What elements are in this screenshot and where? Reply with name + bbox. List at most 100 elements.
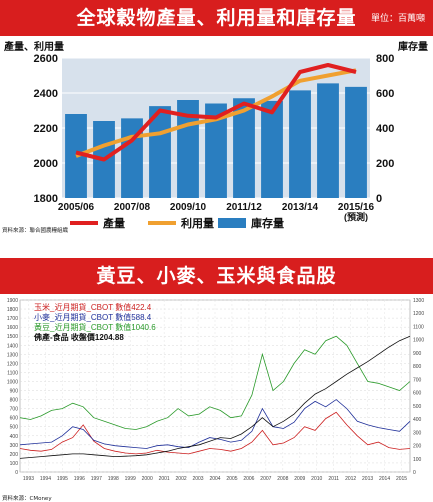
bottom-source: 資料來源：CMoney — [2, 496, 52, 502]
stock-bar — [289, 90, 311, 198]
stock-bar — [149, 106, 171, 198]
x-tick-label: 1996 — [74, 476, 85, 482]
legend-label: 利用量 — [181, 216, 214, 230]
legend-label: 產量 — [102, 216, 125, 230]
x-tick-label: 2012 — [345, 476, 356, 482]
right-tick-label: 200 — [413, 444, 422, 450]
x-tick-label: 1993 — [23, 476, 34, 482]
series-line — [19, 411, 411, 455]
right-tick-label: 1000 — [413, 338, 424, 344]
x-tick-label: 1994 — [40, 476, 51, 482]
left-tick-label: 700 — [10, 407, 19, 413]
right-tick-label: 100 — [413, 457, 422, 463]
x-tick-label: 2009/10 — [170, 202, 207, 213]
legend-label: 玉米_近月期貨_CBOT 數值422.4 — [34, 302, 152, 312]
left-tick-label: 1300 — [7, 352, 18, 358]
series-line — [19, 335, 411, 459]
right-tick-label: 200 — [376, 158, 394, 170]
right-tick-label: 0 — [413, 470, 416, 476]
left-tick-label: 200 — [10, 452, 19, 458]
x-tick-label: 2006 — [243, 476, 254, 482]
right-tick-label: 400 — [413, 417, 422, 423]
right-tick-label: 800 — [413, 364, 422, 370]
series-line — [19, 399, 411, 449]
x-tick-label: 2011/12 — [226, 202, 262, 213]
x-tick-label: 2001 — [159, 476, 170, 482]
unit-label: 單位：百萬噸 — [370, 14, 425, 24]
x-tick-label: 2005/06 — [58, 202, 95, 213]
legend-label: 黃豆_近月期貨_CBOT 數值1040.6 — [34, 322, 156, 332]
stock-bar — [205, 103, 227, 198]
left-tick-label: 500 — [10, 425, 19, 431]
left-tick-label: 2000 — [34, 158, 58, 170]
series-line — [75, 63, 357, 162]
x-tick-label: 2007 — [260, 476, 271, 482]
left-tick-label: 600 — [10, 416, 19, 422]
left-tick-label: 1400 — [7, 343, 18, 349]
left-tick-label: 1600 — [7, 325, 18, 331]
left-tick-label: 0 — [15, 470, 18, 476]
legend-label: 小麥_近月期貨_CBOT 數值588.4 — [34, 312, 152, 322]
right-tick-label: 1100 — [413, 324, 424, 330]
bottom-chart-svg: 0100200300400500600700800900100011001200… — [7, 298, 424, 482]
left-tick-label: 400 — [10, 434, 19, 440]
left-tick-label: 1100 — [7, 370, 18, 376]
x-tick-label: 1997 — [91, 476, 102, 482]
right-tick-label: 600 — [376, 88, 394, 100]
stock-bar — [233, 98, 255, 198]
x-tick-label: 2010 — [311, 476, 322, 482]
right-tick-label: 700 — [413, 377, 422, 383]
left-tick-label: 2200 — [34, 123, 58, 135]
legend-swatch — [218, 218, 246, 228]
left-tick-label: 1700 — [7, 316, 18, 322]
left-tick-label: 1500 — [7, 334, 18, 340]
top-chart-title: 全球穀物產量、利用量和庫存量 — [76, 7, 357, 29]
left-tick-label: 1900 — [7, 298, 18, 304]
right-tick-label: 500 — [413, 404, 422, 410]
left-tick-label: 900 — [10, 389, 19, 395]
x-tick-label: 2014 — [379, 476, 390, 482]
left-tick-label: 1200 — [7, 361, 18, 367]
x-tick-label: 2009 — [294, 476, 305, 482]
x-tick-label: 2011 — [328, 476, 339, 482]
x-tick-label: 2015 — [396, 476, 407, 482]
left-tick-label: 1800 — [7, 307, 18, 313]
left-axis-label: 產量、利用量 — [3, 40, 64, 53]
legend-label: 庫存量 — [251, 216, 284, 230]
bottom-chart-panel: 黃豆、小麥、玉米與食品股 0 100 200 300 400 500 600 700 800 90… — [0, 258, 433, 502]
x-tick-label: 2013/14 — [282, 202, 319, 213]
x-tick-label: 2000 — [142, 476, 153, 482]
left-tick-label: 1800 — [34, 193, 58, 205]
x-tick-label: 2002 — [176, 476, 187, 482]
top-chart-svg: 產量、利用量 庫存量1800200022002400260002004006008… — [3, 40, 428, 230]
top-title-banner: 全球穀物產量、利用量和庫存量 單位：百萬噸 — [0, 0, 433, 36]
right-tick-label: 300 — [413, 430, 422, 436]
left-tick-label: 300 — [10, 443, 19, 449]
top-chart-panel: 全球穀物產量、利用量和庫存量 單位：百萬噸 產量、利用量 庫存量 1800 2000 2… — [0, 0, 433, 234]
right-axis-label: 庫存量 — [398, 40, 428, 53]
right-tick-label: 800 — [376, 53, 394, 65]
top-source: 資料來源：聯合國農糧組織 — [2, 228, 69, 234]
forecast-note: (預測) — [344, 211, 368, 222]
x-tick-label: 2005 — [226, 476, 237, 482]
left-tick-label: 1000 — [7, 379, 18, 385]
left-tick-label: 100 — [10, 461, 19, 467]
stock-bar — [317, 83, 339, 198]
x-tick-label: 1998 — [108, 476, 119, 482]
stock-bar — [261, 100, 283, 198]
legend-label: 佛產-食品 收盤價1204.88 — [33, 332, 124, 342]
x-tick-label: 2004 — [209, 476, 220, 482]
bottom-title-banner: 黃豆、小麥、玉米與食品股 — [0, 258, 433, 294]
left-tick-label: 2600 — [34, 53, 58, 65]
x-tick-label: 2007/08 — [114, 202, 151, 213]
series-line — [19, 335, 411, 430]
right-tick-label: 400 — [376, 123, 394, 135]
left-tick-label: 2400 — [34, 88, 58, 100]
x-tick-label: 1999 — [125, 476, 136, 482]
x-tick-label: 1995 — [57, 476, 68, 482]
x-tick-label: 2003 — [192, 476, 203, 482]
right-tick-label: 1300 — [413, 298, 424, 304]
x-tick-label: 2008 — [277, 476, 288, 482]
right-tick-label: 1200 — [413, 311, 424, 317]
stock-bar — [345, 86, 367, 198]
